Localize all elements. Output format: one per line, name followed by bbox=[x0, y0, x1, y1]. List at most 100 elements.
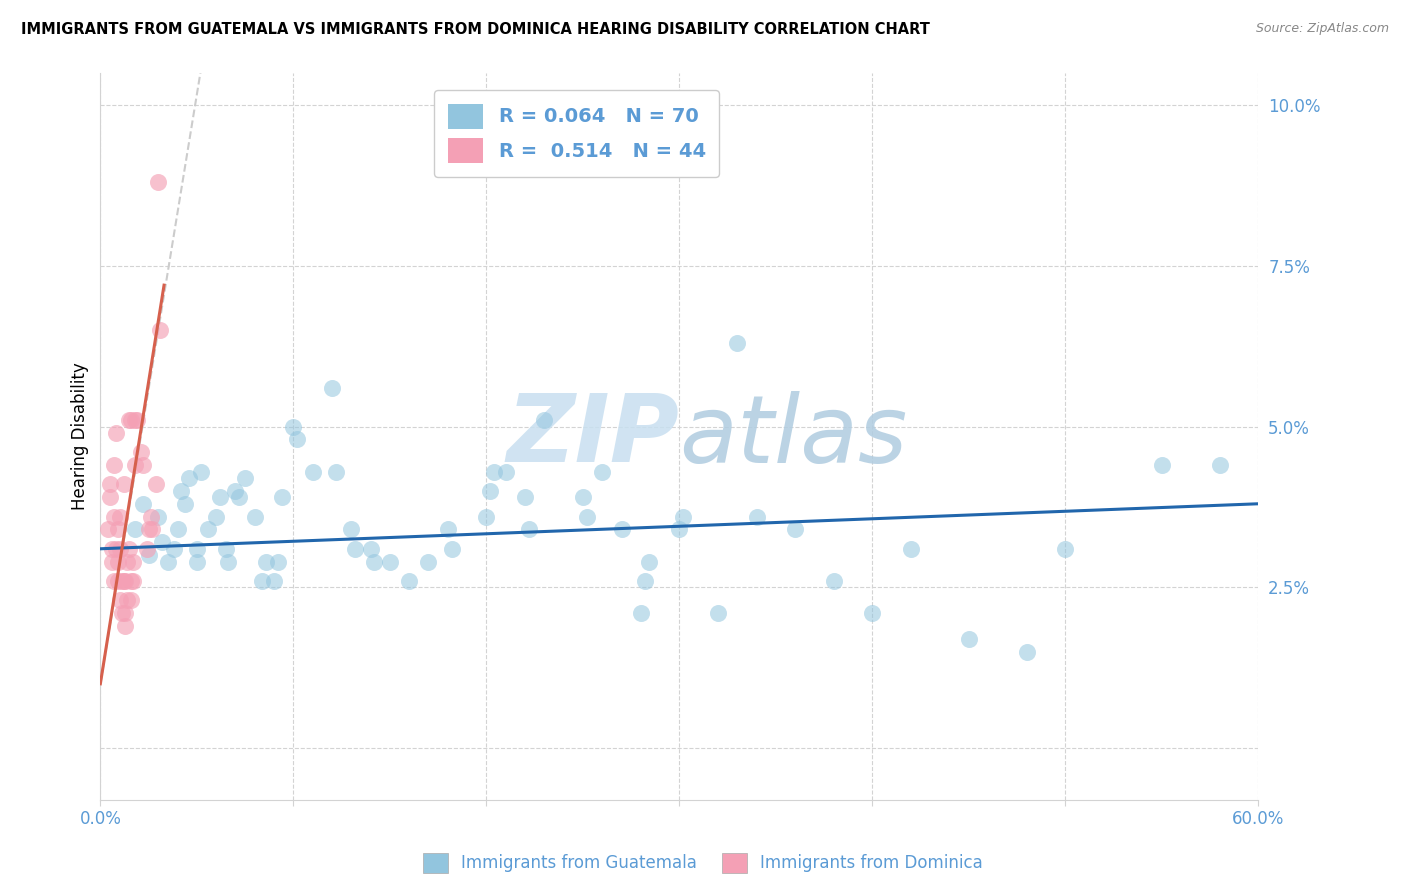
Point bbox=[637, 555, 659, 569]
Point bbox=[124, 458, 146, 473]
Point bbox=[957, 632, 980, 646]
Text: Source: ZipAtlas.com: Source: ZipAtlas.com bbox=[1256, 22, 1389, 36]
Point bbox=[215, 541, 238, 556]
Point bbox=[156, 555, 179, 569]
Point bbox=[114, 574, 136, 588]
Point bbox=[108, 593, 131, 607]
Point bbox=[101, 555, 124, 569]
Point bbox=[344, 541, 367, 556]
Point bbox=[110, 606, 132, 620]
Point bbox=[263, 574, 285, 588]
Point bbox=[900, 541, 922, 556]
Point bbox=[186, 555, 208, 569]
Point bbox=[138, 523, 160, 537]
Point bbox=[122, 574, 145, 588]
Point bbox=[208, 491, 231, 505]
Point bbox=[823, 574, 845, 588]
Point bbox=[482, 465, 505, 479]
Point bbox=[124, 413, 146, 427]
Point bbox=[233, 471, 256, 485]
Point bbox=[170, 483, 193, 498]
Point bbox=[785, 523, 807, 537]
Point bbox=[283, 419, 305, 434]
Point bbox=[174, 497, 197, 511]
Point bbox=[107, 574, 129, 588]
Point bbox=[148, 175, 170, 189]
Point bbox=[325, 465, 347, 479]
Point bbox=[321, 381, 343, 395]
Point bbox=[104, 541, 127, 556]
Point bbox=[132, 458, 155, 473]
Point bbox=[363, 555, 385, 569]
Point bbox=[1150, 458, 1173, 473]
Point bbox=[97, 523, 120, 537]
Point bbox=[112, 477, 135, 491]
Point bbox=[634, 574, 657, 588]
Point bbox=[120, 593, 142, 607]
Point bbox=[301, 465, 323, 479]
Point bbox=[672, 509, 695, 524]
Point bbox=[190, 465, 212, 479]
Point bbox=[630, 606, 652, 620]
Point bbox=[118, 541, 141, 556]
Point bbox=[707, 606, 730, 620]
Point bbox=[725, 336, 748, 351]
Point bbox=[163, 541, 186, 556]
Point bbox=[224, 483, 246, 498]
Point bbox=[745, 509, 768, 524]
Legend: Immigrants from Guatemala, Immigrants from Dominica: Immigrants from Guatemala, Immigrants fr… bbox=[416, 847, 990, 880]
Point bbox=[98, 491, 121, 505]
Point bbox=[114, 619, 136, 633]
Point bbox=[112, 574, 135, 588]
Point bbox=[1015, 645, 1038, 659]
Point bbox=[360, 541, 382, 556]
Point bbox=[340, 523, 363, 537]
Point bbox=[197, 523, 219, 537]
Point bbox=[436, 523, 458, 537]
Point bbox=[108, 541, 131, 556]
Point bbox=[495, 465, 517, 479]
Point bbox=[1209, 458, 1232, 473]
Point bbox=[149, 323, 172, 337]
Point bbox=[135, 541, 157, 556]
Point bbox=[120, 413, 142, 427]
Point bbox=[110, 574, 132, 588]
Text: atlas: atlas bbox=[679, 391, 908, 482]
Point bbox=[205, 509, 228, 524]
Text: IMMIGRANTS FROM GUATEMALA VS IMMIGRANTS FROM DOMINICA HEARING DISABILITY CORRELA: IMMIGRANTS FROM GUATEMALA VS IMMIGRANTS … bbox=[21, 22, 929, 37]
Point bbox=[98, 477, 121, 491]
Point bbox=[1054, 541, 1077, 556]
Point bbox=[129, 445, 152, 459]
Point bbox=[862, 606, 884, 620]
Point bbox=[252, 574, 274, 588]
Point bbox=[418, 555, 440, 569]
Point bbox=[267, 555, 290, 569]
Point bbox=[124, 523, 146, 537]
Point bbox=[440, 541, 463, 556]
Point bbox=[572, 491, 595, 505]
Point bbox=[141, 523, 163, 537]
Point bbox=[118, 413, 141, 427]
Point bbox=[166, 523, 188, 537]
Point bbox=[479, 483, 502, 498]
Point bbox=[533, 413, 555, 427]
Point bbox=[107, 555, 129, 569]
Point bbox=[107, 523, 129, 537]
Point bbox=[243, 509, 266, 524]
Point bbox=[108, 509, 131, 524]
Point bbox=[285, 433, 308, 447]
Point bbox=[125, 413, 148, 427]
Point bbox=[228, 491, 250, 505]
Point bbox=[475, 509, 498, 524]
Point bbox=[179, 471, 201, 485]
Point bbox=[145, 477, 167, 491]
Text: ZIP: ZIP bbox=[506, 391, 679, 483]
Point bbox=[117, 593, 139, 607]
Point bbox=[132, 497, 155, 511]
Point bbox=[120, 574, 142, 588]
Point bbox=[114, 606, 136, 620]
Point bbox=[103, 574, 125, 588]
Point bbox=[138, 548, 160, 562]
Point bbox=[139, 509, 162, 524]
Point bbox=[103, 458, 125, 473]
